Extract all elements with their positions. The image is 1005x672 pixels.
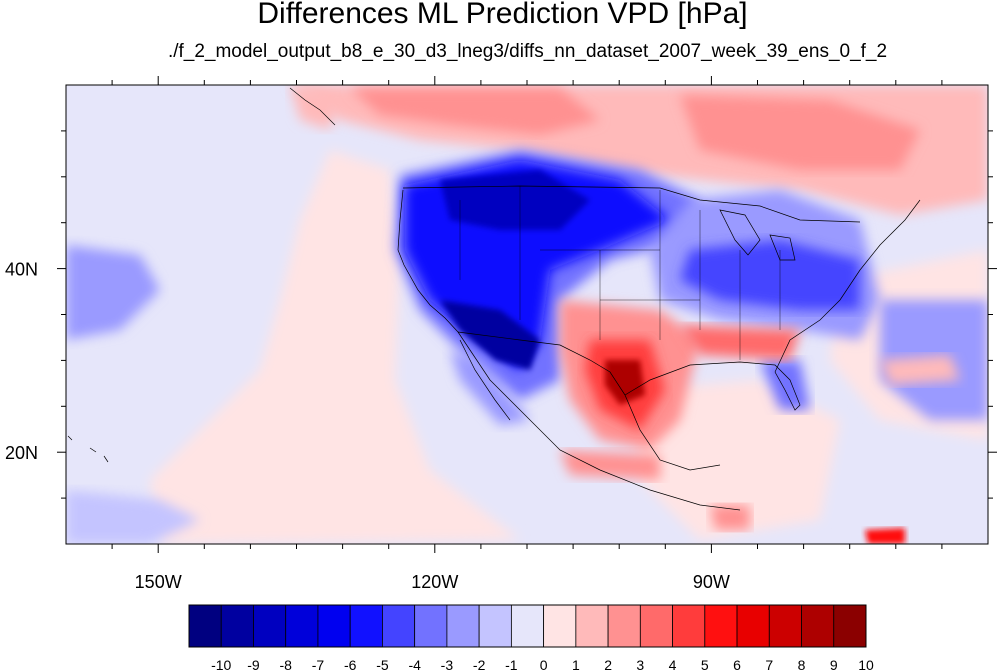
colorbar-tick-label: -10 <box>211 657 231 672</box>
field-east-blue-mid <box>680 240 860 310</box>
field-baja-blue <box>450 350 530 425</box>
colorbar-tick-label: 7 <box>765 657 773 672</box>
mexico-pacific-coast <box>457 331 741 511</box>
colorbar-swatch <box>768 604 802 648</box>
colorbar-swatch <box>253 604 287 648</box>
great-lakes <box>719 209 796 261</box>
colorbar-swatch <box>607 604 641 648</box>
field-caribbean-red <box>865 528 905 544</box>
colorbar-tick-label: 10 <box>858 657 874 672</box>
colorbar-swatch <box>543 604 577 648</box>
colorbar-swatch <box>382 604 416 648</box>
colorbar-swatch <box>736 604 770 648</box>
field-pacific-southwest-blue <box>66 490 200 544</box>
field-central-america-red <box>710 505 750 530</box>
colorbar <box>188 604 867 648</box>
hawaii-islands <box>67 435 109 463</box>
lon-label: 150W <box>135 572 182 592</box>
field-west-blue-dark <box>440 170 590 230</box>
field-florida-blue <box>760 360 810 410</box>
colorbar-swatch <box>510 604 545 648</box>
colorbar-tick-label: -8 <box>279 657 292 672</box>
colorbar-swatch <box>639 604 673 648</box>
us-west-coast <box>397 189 459 333</box>
colorbar-swatch <box>704 604 738 648</box>
colorbar-swatch <box>285 604 319 648</box>
colorbar-tick-label: 2 <box>604 657 612 672</box>
lon-label: 90W <box>693 572 730 592</box>
field-southwest-blue-dark <box>440 300 540 370</box>
state-lines <box>459 186 781 360</box>
colorbar-tick-label: 4 <box>669 657 677 672</box>
coastlines-and-borders <box>67 87 921 511</box>
difference-field <box>66 85 988 544</box>
field-canada-red-east <box>680 95 920 170</box>
field-texas-red-core <box>605 360 645 405</box>
gulf-coast <box>624 361 801 411</box>
colorbar-tick-label: 8 <box>798 657 806 672</box>
lat-label: 40N <box>5 260 38 280</box>
map-axis-ticks <box>57 76 997 553</box>
colorbar-tick-label: -5 <box>376 657 389 672</box>
colorbar-tick-label: 6 <box>733 657 741 672</box>
east-coast <box>774 199 921 373</box>
colorbar-swatch <box>801 604 835 648</box>
mexico-gulf-coast <box>624 394 721 471</box>
chart-subtitle: ./f_2_model_output_b8_e_30_d3_lneg3/diff… <box>167 41 888 62</box>
colorbar-tick-label: 1 <box>572 657 580 672</box>
colorbar-swatch <box>188 604 222 648</box>
colorbar-swatch <box>672 604 706 648</box>
colorbar-tick-label: 5 <box>701 657 709 672</box>
field-pacific-nw-red <box>290 85 340 130</box>
colorbar-tick-label: 3 <box>636 657 644 672</box>
colorbar-tick-label: -6 <box>344 657 357 672</box>
colorbar-swatch <box>220 604 254 648</box>
colorbar-tick-label: 9 <box>830 657 838 672</box>
colorbar-tick-label: -4 <box>408 657 421 672</box>
us-mexico-border <box>457 331 626 396</box>
colorbar-tick-label: -9 <box>247 657 260 672</box>
field-gulf-pink <box>640 380 840 540</box>
colorbar-frame <box>188 604 867 648</box>
colorbar-tick-label: -1 <box>505 657 518 672</box>
colorbar-swatch <box>575 604 609 648</box>
colorbar-swatch <box>317 604 351 648</box>
colorbar-tick-label: -2 <box>473 657 486 672</box>
colorbar-swatch <box>478 604 512 648</box>
colorbar-labels: -10 -9 -8 -7 -6 -5 -4 -3 -2 -1 0 1 2 3 4 5 6 7 8 9 10 <box>211 657 874 672</box>
lat-label: 20N <box>5 443 38 463</box>
colorbar-tick-label: 0 <box>540 657 548 672</box>
colorbar-tick-label: -7 <box>312 657 325 672</box>
lon-label: 120W <box>411 572 458 592</box>
field-cuba-red <box>880 355 960 385</box>
map-plot-area <box>66 85 988 544</box>
baja-peninsula <box>459 339 511 421</box>
colorbar-swatch <box>446 604 480 648</box>
colorbar-tick-label: -3 <box>441 657 454 672</box>
field-pacific-west-blue <box>66 245 160 340</box>
field-canada-red-core <box>350 88 600 135</box>
map-axis-labels: 150W 120W 90W 40N 20N <box>5 260 730 592</box>
field-ocean-light-pink <box>150 150 520 544</box>
colorbar-swatch <box>833 604 867 648</box>
field-mexico-red <box>560 450 660 480</box>
chart-title: Differences ML Prediction VPD [hPa] <box>257 0 748 30</box>
colorbar-swatch <box>414 604 448 648</box>
alaska-coast <box>289 87 336 126</box>
colorbar-swatch <box>349 604 383 648</box>
